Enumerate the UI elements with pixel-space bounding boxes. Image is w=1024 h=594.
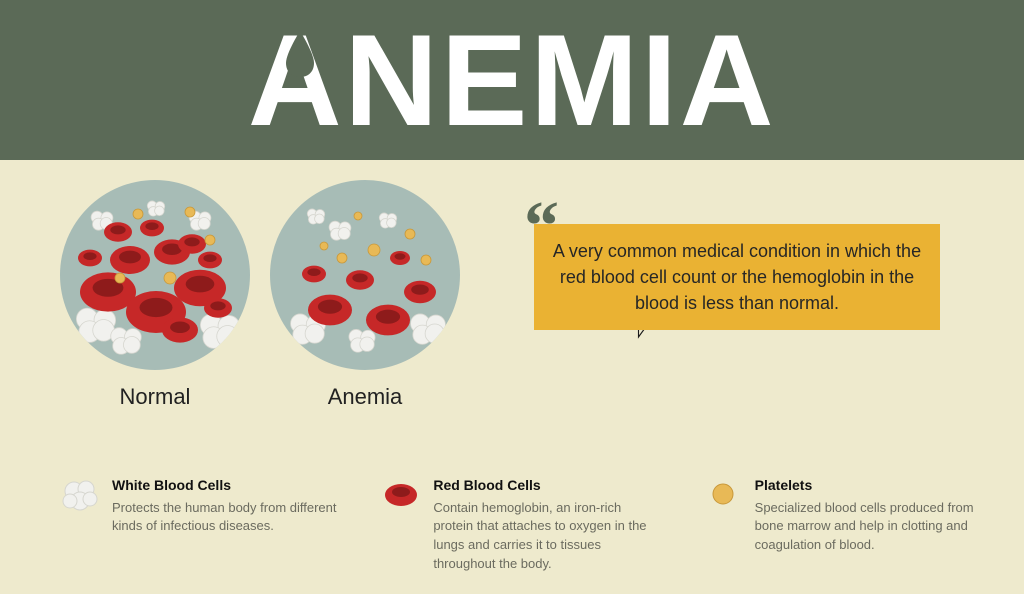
legend: White Blood Cells Protects the human bod… [60,477,984,574]
anemia-circle [270,180,460,370]
quote-mark-icon: “ [524,192,559,262]
legend-text-platelet: Platelets Specialized blood cells produc… [755,477,984,556]
quote-text: A very common medical condition in which… [534,224,940,330]
legend-text-wbc: White Blood Cells Protects the human bod… [112,477,341,537]
legend-title-rbc: Red Blood Cells [433,477,662,493]
white-blood-cell-icon [60,477,100,511]
header: ANEMIA [0,0,1024,160]
platelet-icon [703,477,743,511]
legend-item-platelet: Platelets Specialized blood cells produc… [703,477,984,574]
anemia-label: Anemia [270,384,460,410]
title-text: ANEMIA [248,7,776,153]
legend-title-platelet: Platelets [755,477,984,493]
page-title: ANEMIA [248,5,776,155]
quote-box: “ A very common medical condition in whi… [534,222,976,330]
normal-group: Normal [60,180,250,410]
anemia-group: Anemia [270,180,460,410]
normal-circle [60,180,250,370]
legend-desc-rbc: Contain hemoglobin, an iron-rich protein… [433,499,662,574]
legend-text-rbc: Red Blood Cells Contain hemoglobin, an i… [433,477,662,574]
legend-item-wbc: White Blood Cells Protects the human bod… [60,477,341,574]
red-blood-cell-icon [381,477,421,511]
legend-item-rbc: Red Blood Cells Contain hemoglobin, an i… [381,477,662,574]
legend-desc-platelet: Specialized blood cells produced from bo… [755,499,984,556]
blood-drop-icon [282,29,318,79]
normal-cells-svg [60,180,250,370]
legend-title-wbc: White Blood Cells [112,477,341,493]
content-area: Normal Anemia “ A very common medical co… [0,160,1024,594]
legend-desc-wbc: Protects the human body from different k… [112,499,341,537]
anemia-cells-svg [270,180,460,370]
normal-label: Normal [60,384,250,410]
